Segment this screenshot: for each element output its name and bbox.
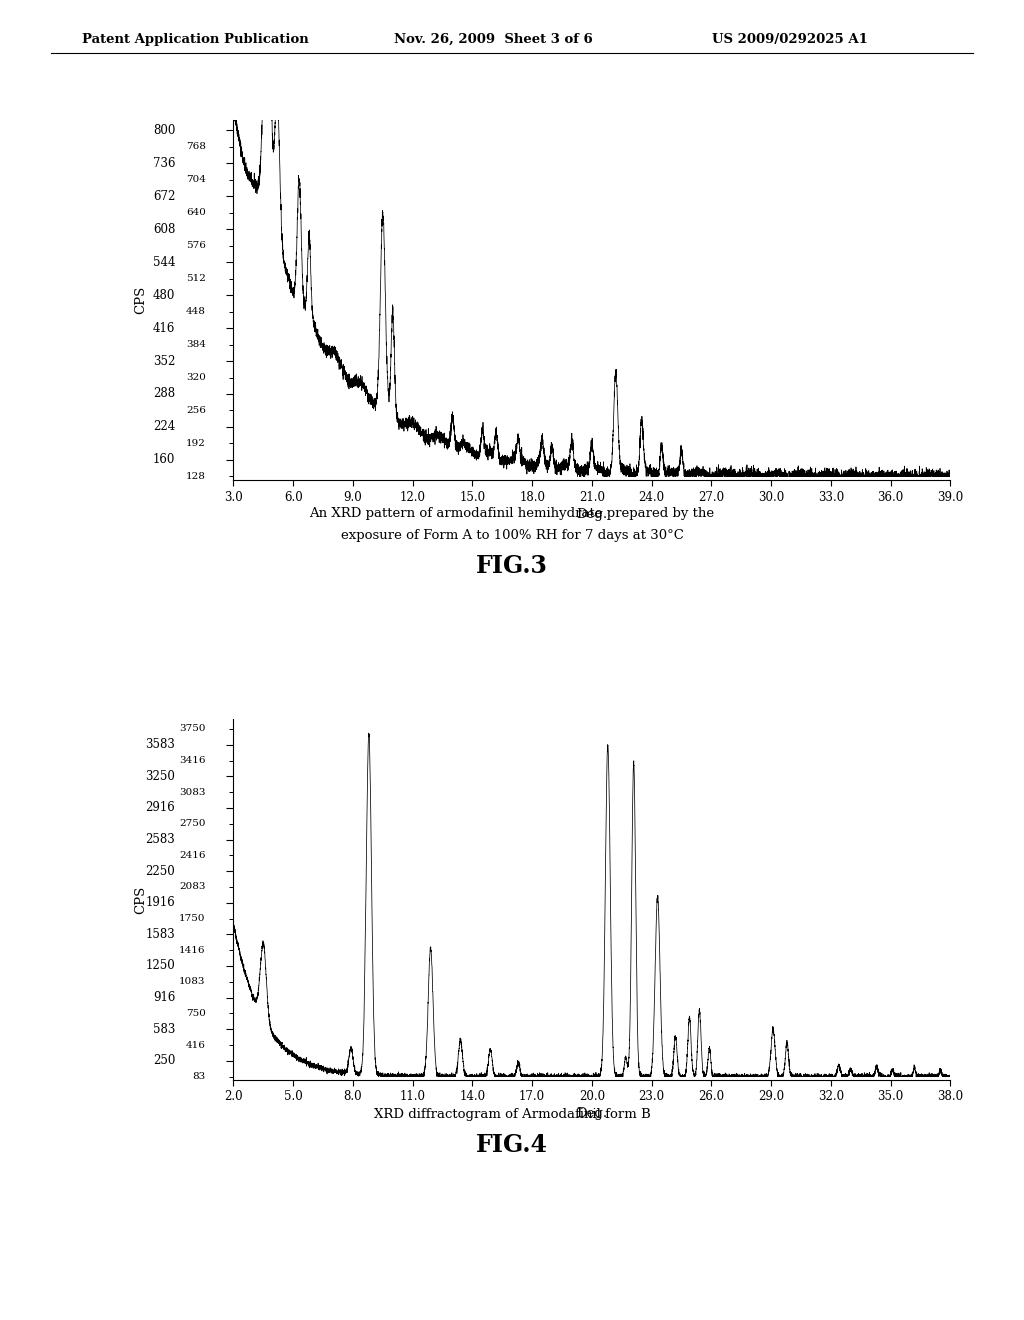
- Text: 416: 416: [153, 322, 175, 334]
- Text: 576: 576: [185, 242, 206, 251]
- Text: 2250: 2250: [145, 865, 175, 878]
- Text: 3416: 3416: [179, 756, 206, 766]
- Text: 768: 768: [185, 143, 206, 152]
- Text: 1416: 1416: [179, 945, 206, 954]
- Text: 2750: 2750: [179, 820, 206, 828]
- Text: 3583: 3583: [145, 738, 175, 751]
- Text: CPS: CPS: [134, 286, 146, 314]
- Text: 544: 544: [153, 256, 175, 269]
- Text: 512: 512: [185, 275, 206, 284]
- Text: FIG.4: FIG.4: [476, 1134, 548, 1158]
- Text: 3250: 3250: [145, 770, 175, 783]
- Text: 352: 352: [153, 355, 175, 367]
- Text: FIG.3: FIG.3: [476, 554, 548, 578]
- Text: 288: 288: [153, 388, 175, 400]
- Text: Nov. 26, 2009  Sheet 3 of 6: Nov. 26, 2009 Sheet 3 of 6: [394, 33, 593, 46]
- Text: 416: 416: [185, 1040, 206, 1049]
- Text: 448: 448: [185, 308, 206, 315]
- Text: 2083: 2083: [179, 883, 206, 891]
- Text: CPS: CPS: [134, 886, 146, 913]
- Text: 320: 320: [185, 374, 206, 381]
- Text: US 2009/0292025 A1: US 2009/0292025 A1: [712, 33, 867, 46]
- Text: 583: 583: [153, 1023, 175, 1036]
- Text: 2916: 2916: [145, 801, 175, 814]
- Text: 224: 224: [153, 421, 175, 433]
- Text: 83: 83: [193, 1072, 206, 1081]
- Text: 640: 640: [185, 209, 206, 218]
- Text: 256: 256: [185, 407, 206, 414]
- X-axis label: Deg.: Deg.: [577, 508, 607, 521]
- Text: 128: 128: [185, 471, 206, 480]
- Text: 3083: 3083: [179, 788, 206, 797]
- Text: 3750: 3750: [179, 725, 206, 734]
- Text: 480: 480: [153, 289, 175, 302]
- Text: Patent Application Publication: Patent Application Publication: [82, 33, 308, 46]
- Text: 800: 800: [153, 124, 175, 137]
- Text: 916: 916: [153, 991, 175, 1005]
- Text: 2583: 2583: [145, 833, 175, 846]
- Text: 384: 384: [185, 341, 206, 348]
- Text: XRD diffractogram of Armodafinil form B: XRD diffractogram of Armodafinil form B: [374, 1107, 650, 1121]
- Text: 704: 704: [185, 176, 206, 185]
- Text: An XRD pattern of armodafinil hemihydrate prepared by the: An XRD pattern of armodafinil hemihydrat…: [309, 507, 715, 520]
- Text: 1583: 1583: [145, 928, 175, 941]
- Text: 750: 750: [185, 1008, 206, 1018]
- Text: 736: 736: [153, 157, 175, 170]
- Text: 1083: 1083: [179, 977, 206, 986]
- Text: exposure of Form A to 100% RH for 7 days at 30°C: exposure of Form A to 100% RH for 7 days…: [341, 528, 683, 541]
- Text: 672: 672: [153, 190, 175, 203]
- Text: 250: 250: [153, 1055, 175, 1068]
- Text: 1750: 1750: [179, 913, 206, 923]
- Text: 160: 160: [153, 453, 175, 466]
- Text: 2416: 2416: [179, 851, 206, 859]
- Text: 608: 608: [153, 223, 175, 236]
- Text: 1250: 1250: [145, 960, 175, 973]
- Text: 1916: 1916: [145, 896, 175, 909]
- Text: 192: 192: [185, 440, 206, 447]
- X-axis label: Deg.: Deg.: [577, 1107, 607, 1121]
